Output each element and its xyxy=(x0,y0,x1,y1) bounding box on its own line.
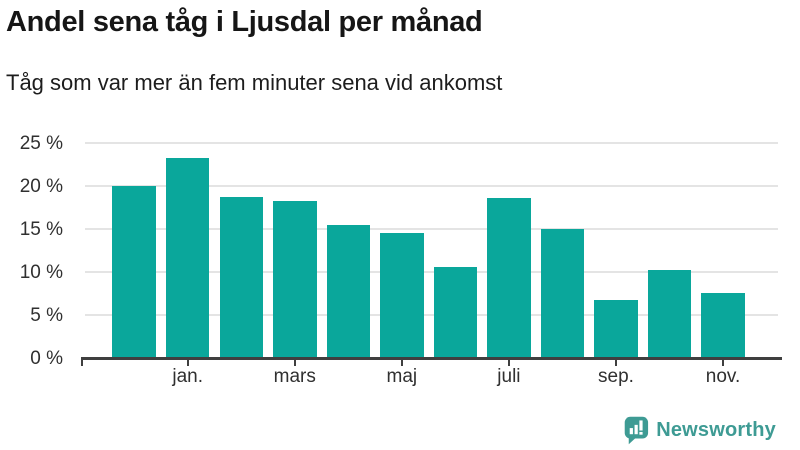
bar xyxy=(165,158,210,358)
x-axis-tick-label: nov. xyxy=(705,366,741,387)
x-axis-tick xyxy=(400,359,403,366)
x-axis-tick-label: jan. xyxy=(172,366,204,387)
x-axis-tick-label: juli xyxy=(497,366,521,387)
y-gridline xyxy=(85,314,778,316)
x-axis-line xyxy=(81,357,782,360)
bar xyxy=(112,186,156,358)
bar xyxy=(273,201,317,358)
x-axis-tick xyxy=(186,359,189,366)
x-axis-tick xyxy=(722,359,725,366)
y-axis-tick-label: 10 % xyxy=(19,261,63,283)
brand-name: Newsworthy xyxy=(656,418,776,441)
y-gridline xyxy=(85,271,778,273)
y-axis-tick-label: 15 % xyxy=(19,218,63,240)
bar xyxy=(219,197,263,358)
y-gridline xyxy=(85,185,778,187)
x-axis-tick-label: maj xyxy=(386,366,418,387)
chart-subtitle: Tåg som var mer än fem minuter sena vid … xyxy=(6,70,503,95)
newsworthy-logo: Newsworthy xyxy=(623,413,776,447)
y-gridline xyxy=(85,228,778,230)
bar xyxy=(326,224,371,358)
bar xyxy=(701,292,745,358)
y-axis-tick-label: 5 % xyxy=(30,304,63,326)
x-axis-start-tick xyxy=(81,359,83,366)
x-axis-tick xyxy=(293,359,296,366)
bar xyxy=(487,198,531,358)
y-axis-tick-label: 0 % xyxy=(30,347,63,369)
bar xyxy=(540,229,585,358)
y-axis-tick-label: 20 % xyxy=(19,175,63,197)
x-axis-tick-label: sep. xyxy=(598,366,634,387)
bar xyxy=(647,270,692,358)
x-axis-tick xyxy=(614,359,617,366)
x-axis-tick-label: mars xyxy=(273,366,316,387)
bar xyxy=(594,299,638,358)
y-axis-tick-label: 25 % xyxy=(19,132,63,154)
newsworthy-speech-bubble-chart-icon xyxy=(624,416,649,444)
x-axis-tick xyxy=(507,359,510,366)
y-gridline xyxy=(85,142,778,144)
chart-title: Andel sena tåg i Ljusdal per månad xyxy=(6,6,483,38)
bar xyxy=(380,233,424,358)
bar xyxy=(433,266,478,358)
